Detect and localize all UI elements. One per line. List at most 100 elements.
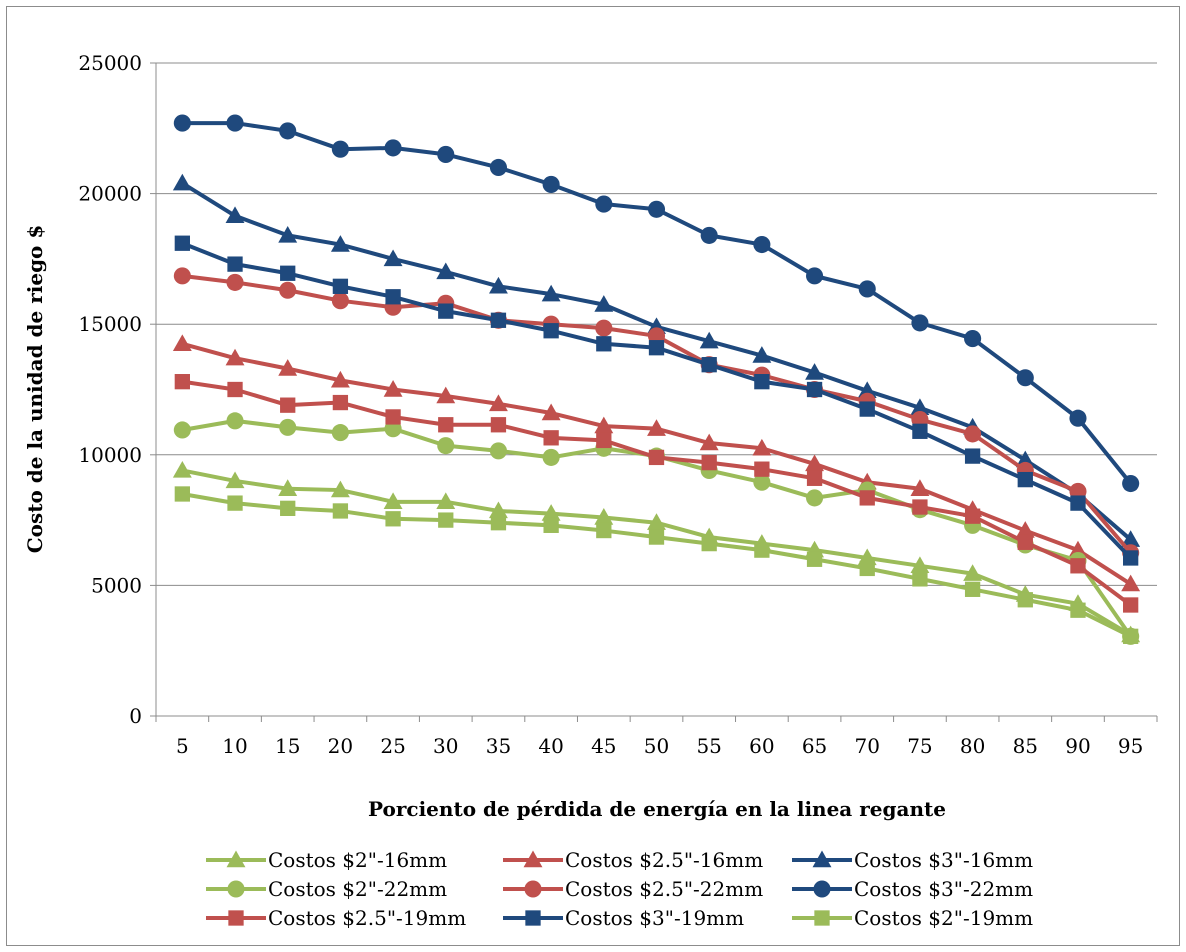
data-point — [595, 195, 613, 213]
data-point — [1070, 558, 1086, 574]
data-point — [753, 473, 771, 491]
legend-swatch-marker — [523, 850, 543, 868]
legend-label: Costos $2"-19mm — [854, 906, 1033, 930]
data-point — [541, 284, 561, 302]
x-tick-label: 15 — [275, 734, 300, 758]
series-line — [181, 468, 1132, 637]
legend-swatch-marker — [812, 850, 832, 868]
data-point — [227, 495, 243, 511]
data-point — [225, 206, 245, 224]
data-point — [174, 235, 190, 251]
data-point — [385, 409, 401, 425]
data-point — [488, 276, 508, 294]
data-point — [383, 492, 403, 510]
x-tick-label: 75 — [907, 734, 932, 758]
legend-item: Costos $3"-22mm — [792, 877, 1033, 901]
series-7 — [174, 374, 1139, 613]
data-point — [857, 381, 877, 399]
y-tick-labels: 0 5000 10000 15000 20000 25000 — [78, 51, 142, 728]
data-point — [332, 278, 349, 294]
data-point — [647, 513, 666, 530]
data-point — [174, 486, 190, 502]
data-point — [753, 235, 771, 254]
legend-label: Costos $3"-16mm — [854, 848, 1033, 872]
legend-label: Costos $2.5"-16mm — [565, 848, 763, 872]
data-point — [912, 423, 928, 439]
x-tick-label: 10 — [222, 734, 247, 758]
data-point — [543, 430, 559, 446]
x-tick-label: 30 — [433, 734, 458, 758]
data-point — [332, 503, 349, 519]
data-point — [701, 454, 717, 471]
data-point — [383, 249, 403, 267]
axes — [150, 62, 1158, 722]
data-point — [1017, 471, 1033, 488]
x-tick-label: 20 — [328, 734, 353, 758]
data-point — [648, 340, 665, 356]
y-tick-label: 20000 — [78, 182, 142, 206]
legend-swatch-marker — [226, 850, 246, 868]
data-point — [1122, 474, 1140, 493]
data-point — [911, 314, 929, 332]
x-tick-label: 25 — [380, 734, 405, 758]
series-line — [181, 181, 1132, 542]
data-point — [438, 512, 454, 528]
y-tick-label: 10000 — [78, 443, 142, 467]
data-point — [280, 265, 296, 281]
legend-item: Costos $3"-16mm — [792, 848, 1033, 872]
data-point — [543, 323, 559, 339]
data-point — [1121, 530, 1141, 547]
data-point — [859, 560, 875, 577]
data-point — [331, 424, 349, 442]
data-point — [701, 535, 717, 552]
legend-item: Costos $2.5"-19mm — [206, 906, 466, 930]
data-point — [541, 504, 561, 521]
data-point — [1123, 550, 1139, 566]
legend: Costos $2"-16mm Costos $2.5"-16mm Costos $… — [206, 848, 1033, 930]
data-point — [490, 417, 507, 433]
data-point — [279, 281, 297, 299]
series-line — [182, 379, 1132, 607]
data-point — [279, 122, 297, 140]
legend-swatch-marker — [813, 880, 831, 898]
x-tick-label: 35 — [486, 734, 511, 758]
x-tick-label: 65 — [802, 734, 827, 758]
data-point — [278, 479, 298, 496]
data-point — [384, 139, 402, 157]
data-point — [438, 303, 454, 319]
legend-item: Costos $2.5"-16mm — [503, 848, 763, 872]
data-point — [226, 273, 244, 291]
series-1 — [172, 461, 1141, 643]
data-point — [806, 551, 823, 567]
data-point — [594, 295, 614, 312]
data-point — [859, 490, 875, 506]
legend-swatch-marker — [525, 910, 541, 926]
x-tick-label: 50 — [644, 734, 669, 758]
data-point — [910, 398, 930, 415]
data-point — [754, 542, 770, 558]
data-point — [331, 292, 349, 310]
data-point — [227, 381, 243, 398]
series-9 — [174, 486, 1139, 644]
data-point — [436, 492, 456, 510]
data-point — [490, 312, 507, 328]
data-point — [227, 256, 243, 272]
legend-item: Costos $2"-16mm — [206, 848, 447, 872]
data-point — [648, 529, 665, 545]
x-tick-label: 60 — [749, 734, 774, 758]
data-point — [436, 262, 456, 280]
data-point — [543, 517, 559, 533]
data-point — [542, 448, 560, 466]
data-point — [596, 336, 612, 352]
data-point — [173, 267, 191, 285]
data-point — [1016, 369, 1034, 387]
data-point — [226, 114, 244, 132]
data-point — [699, 331, 719, 349]
data-point — [489, 158, 507, 177]
data-point — [172, 173, 192, 191]
data-point — [542, 175, 560, 194]
data-point — [488, 501, 508, 519]
data-point — [437, 437, 455, 455]
y-tick-label: 25000 — [78, 51, 142, 75]
